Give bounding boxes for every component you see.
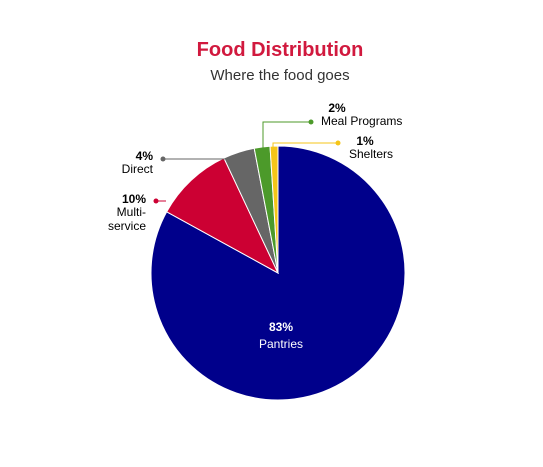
slice-label-pct-shelters: 1%: [356, 134, 374, 148]
slice-label-name-direct: Direct: [122, 162, 154, 176]
slice-label-pct-pantries: 83%: [269, 320, 293, 334]
slice-label-pct-multi-service: 10%: [122, 192, 146, 206]
slice-label-pct-direct: 4%: [136, 149, 154, 163]
pie-slice-shelters: [269, 145, 279, 274]
slice-label-name-shelters: Shelters: [349, 147, 393, 161]
slice-label-name-multi-service: service: [108, 219, 146, 233]
connector-dot-meal-programs: [308, 119, 314, 125]
slice-label-name-pantries: Pantries: [259, 337, 303, 351]
chart-title: Food Distribution: [197, 39, 364, 61]
connector-line-meal-programs: [262, 121, 311, 149]
connector-dot-shelters: [335, 140, 341, 146]
slice-label-name-multi-service: Multi-: [117, 205, 146, 219]
connector-dot-multi-service: [153, 198, 159, 204]
connector-dot-direct: [160, 156, 166, 162]
slice-label-pct-meal-programs: 2%: [328, 101, 346, 115]
slice-label-name-meal-programs: Meal Programs: [321, 114, 402, 128]
chart-subtitle: Where the food goes: [210, 67, 349, 84]
pie-labels: 83% Pantries 10%Multi-service 4%Direct 2%Mea…: [108, 101, 402, 351]
pie-slices: [150, 145, 406, 401]
connector-line-shelters: [272, 142, 338, 149]
